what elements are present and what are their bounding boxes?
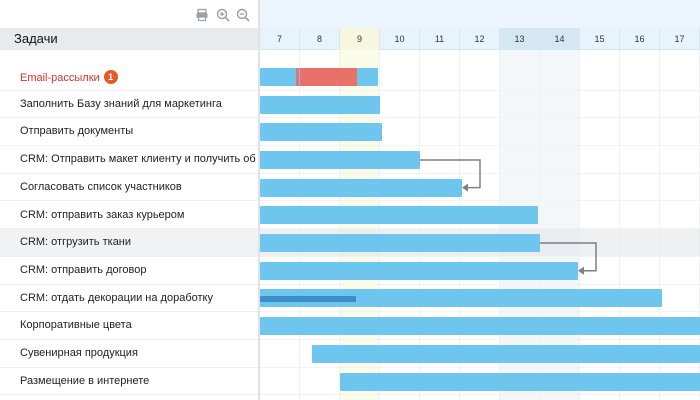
task-name-text: CRM: отправить заказ курьером — [20, 208, 185, 221]
gantt-row — [260, 340, 700, 368]
gantt-row — [260, 63, 700, 91]
day-label: 9 — [340, 28, 380, 50]
task-bar[interactable] — [260, 178, 462, 197]
day-column — [620, 50, 660, 400]
task-bar[interactable] — [260, 150, 420, 169]
day-column — [260, 50, 300, 400]
task-name[interactable]: Email-рассылки 1 — [20, 70, 258, 84]
task-name[interactable]: Корпоративные цвета — [20, 319, 258, 331]
task-row[interactable]: Сувенирная продукция — [0, 340, 258, 368]
toolbar — [0, 0, 258, 28]
day-column — [580, 50, 620, 400]
gantt-row — [260, 174, 700, 202]
day-column — [300, 50, 340, 400]
day-label: 12 — [460, 28, 500, 50]
timeline-day-header: 7 8 9 10 11 12 13 14 15 16 17 — [260, 28, 700, 50]
task-name-text: Email-рассылки — [20, 72, 100, 84]
day-label: 7 — [260, 28, 300, 50]
task-row[interactable]: CRM: Отправить макет клиенту и получить … — [0, 146, 258, 174]
task-row[interactable]: CRM: отдать декорации на доработку — [0, 285, 258, 313]
task-name[interactable]: CRM: Отправить макет клиенту и получить … — [20, 153, 258, 165]
task-row[interactable]: Согласовать список участников — [0, 174, 258, 202]
timeline-scale-top — [260, 0, 700, 28]
zoom-in-icon[interactable] — [216, 8, 230, 22]
task-name-text: Заполнить Базу знаний для маркетинга — [20, 97, 222, 110]
day-label: 13 — [500, 28, 540, 50]
day-label: 15 — [580, 28, 620, 50]
task-bar[interactable] — [260, 67, 378, 86]
task-name-text: CRM: отправить договор — [20, 263, 147, 276]
task-name[interactable]: Согласовать список участников — [20, 181, 258, 193]
progress-handle[interactable] — [296, 67, 299, 86]
task-row[interactable]: CRM: отправить договор — [0, 257, 258, 285]
task-row[interactable]: CRM: отправить заказ курьером — [0, 202, 258, 230]
day-column — [420, 50, 460, 400]
task-name[interactable]: CRM: отдать декорации на доработку — [20, 292, 258, 304]
task-row[interactable]: CRM: отгрузить ткани — [0, 229, 258, 257]
task-bar[interactable] — [260, 123, 382, 142]
task-name[interactable]: CRM: отправить заказ курьером — [20, 209, 258, 221]
task-row[interactable]: Размещение в интернете — [0, 368, 258, 396]
task-name-text: Согласовать список участников — [20, 180, 182, 193]
panel-divider[interactable] — [258, 0, 260, 400]
task-row[interactable]: Отправить документы — [0, 118, 258, 147]
zoom-out-icon[interactable] — [236, 8, 250, 22]
day-column — [460, 50, 500, 400]
task-row[interactable]: Email-рассылки 1 — [0, 63, 258, 91]
task-bar[interactable] — [260, 289, 662, 308]
gantt-row — [260, 257, 700, 285]
task-bar[interactable] — [312, 344, 700, 363]
task-row[interactable]: Заполнить Базу знаний для маркетинга — [0, 91, 258, 119]
task-name[interactable]: CRM: отгрузить ткани — [20, 236, 258, 248]
printer-icon[interactable] — [195, 8, 209, 22]
task-name[interactable]: Отправить документы — [20, 125, 258, 137]
task-name-text: CRM: отгрузить ткани — [20, 236, 132, 249]
gantt-row — [260, 368, 700, 396]
tasks-column-header[interactable]: Задачи — [0, 28, 258, 50]
day-column — [540, 50, 580, 400]
task-row[interactable]: Корпоративные цвета — [0, 312, 258, 340]
gantt-row — [260, 202, 700, 230]
day-label: 16 — [620, 28, 660, 50]
gantt-row — [260, 118, 700, 147]
task-name-text: Корпоративные цвета — [20, 319, 132, 332]
task-panel: Задачи Email-рассылки 1 Заполнить Базу зна… — [0, 0, 258, 400]
task-name-text: Сувенирная продукция — [20, 347, 138, 359]
task-progress-fill — [260, 296, 357, 303]
tasks-header-label: Задачи — [14, 31, 58, 46]
day-label: 10 — [380, 28, 420, 50]
task-bar[interactable] — [260, 206, 538, 225]
gantt-chart: 7 8 9 10 11 12 13 14 15 16 17 — [260, 0, 700, 400]
gantt-row — [260, 285, 700, 313]
day-label: 17 — [660, 28, 700, 50]
day-column — [380, 50, 420, 400]
comment-count-badge[interactable]: 1 — [103, 70, 118, 84]
task-name-text: Отправить документы — [20, 125, 134, 138]
task-name[interactable]: Заполнить Базу знаний для маркетинга — [20, 98, 258, 110]
task-name[interactable]: CRM: отправить договор — [20, 264, 258, 276]
task-name[interactable]: Сувенирная продукция — [20, 347, 258, 359]
task-name-text: CRM: отдать декорации на доработку — [20, 291, 213, 304]
task-bar[interactable] — [260, 95, 380, 114]
task-name[interactable]: Размещение в интернете — [20, 375, 258, 387]
task-bar[interactable] — [260, 317, 700, 336]
gantt-row — [260, 312, 700, 340]
task-name-text: Размещение в интернете — [20, 374, 150, 387]
task-bar[interactable] — [260, 261, 578, 280]
task-progress-fill — [300, 67, 357, 86]
day-label: 8 — [300, 28, 340, 50]
gantt-row — [260, 91, 700, 119]
day-label: 11 — [420, 28, 460, 50]
task-name-text: CRM: Отправить макет клиенту и получить … — [20, 153, 256, 166]
day-label: 14 — [540, 28, 580, 50]
day-column — [500, 50, 540, 400]
task-bar[interactable] — [340, 372, 700, 391]
task-bar[interactable] — [260, 234, 540, 253]
